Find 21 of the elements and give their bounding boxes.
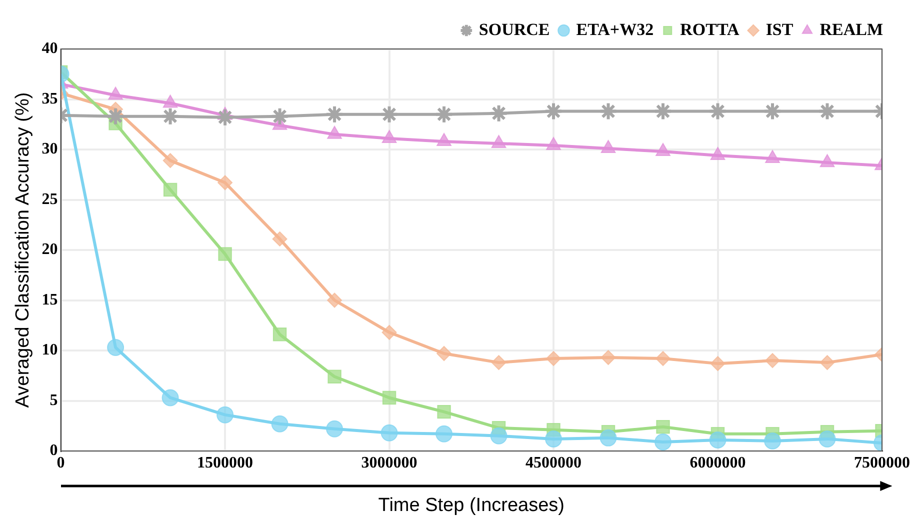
y-tick-label: 40 <box>42 40 58 58</box>
x-tick-label: 6000000 <box>690 454 746 472</box>
legend-label: IST <box>766 20 794 39</box>
y-tick-label: 25 <box>42 190 58 208</box>
y-tick-label: 0 <box>50 442 58 460</box>
y-tick-label: 15 <box>42 291 58 308</box>
legend-label: ETA+W32 <box>576 20 654 39</box>
y-tick-label: 5 <box>50 392 58 409</box>
y-tick-label: 10 <box>42 342 58 359</box>
y-axis-title: Averaged Classification Accuracy (%) <box>12 92 34 408</box>
x-tick-label: 4500000 <box>526 454 582 472</box>
y-tick-label: 20 <box>42 241 58 258</box>
x-axis-title: Time Step (Increases) <box>378 494 564 516</box>
x-tick-label: 3000000 <box>361 454 418 472</box>
legend-label: SOURCE <box>478 20 550 39</box>
x-tick-label: 1500000 <box>197 454 254 472</box>
y-tick-label: 30 <box>42 140 58 158</box>
x-tick-label: 7500000 <box>854 454 910 472</box>
legend-label: REALM <box>820 20 884 39</box>
legend-label: ROTTA <box>680 20 740 39</box>
y-tick-label: 35 <box>42 90 58 108</box>
